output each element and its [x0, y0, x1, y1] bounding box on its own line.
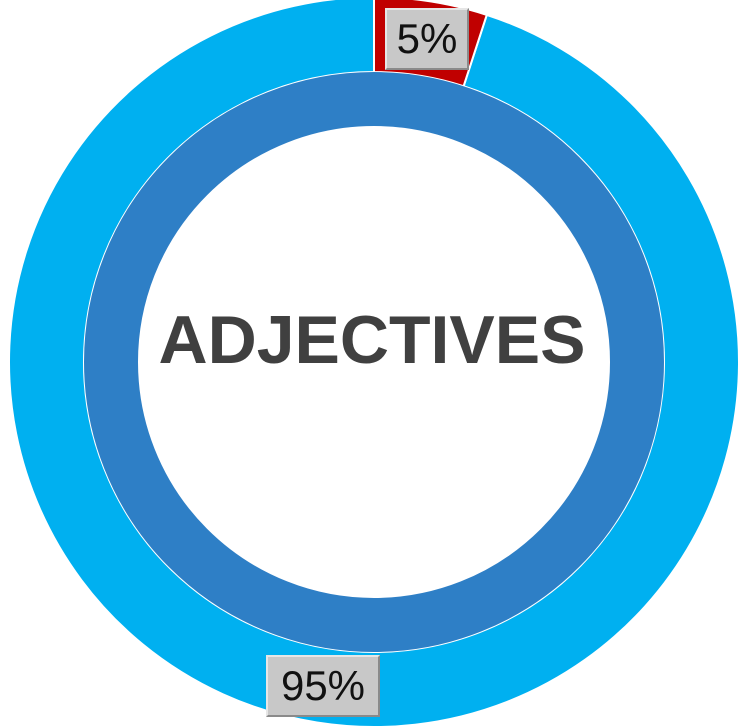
- inner-ring-slice-0: [84, 72, 664, 652]
- data-label-large-slice: 95%: [266, 655, 380, 717]
- chart-center-title: ADJECTIVES: [158, 302, 586, 378]
- inner-ring: [84, 72, 664, 652]
- data-label-small-slice: 5%: [385, 8, 469, 70]
